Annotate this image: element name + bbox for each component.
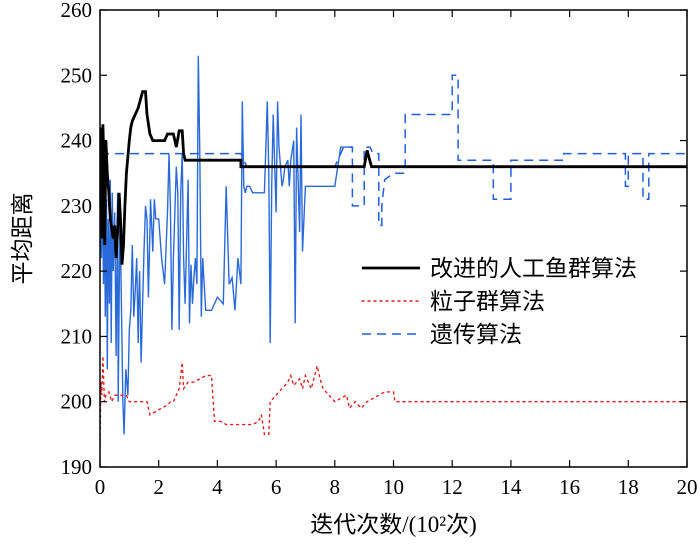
- legend-label-1: 粒子群算法: [430, 289, 545, 314]
- y-tick-label-200: 200: [61, 390, 93, 414]
- ticks-layer: 0 2 4 6 8 10 12 14 16 18 20 190 200 210 220 230 240 250 26…: [61, 0, 698, 499]
- x-tick-label-20: 20: [677, 475, 698, 499]
- y-tick-label-250: 250: [61, 63, 93, 87]
- y-tick-label-190: 190: [61, 455, 93, 479]
- y-tick-label-240: 240: [61, 129, 93, 153]
- y-axis-label: 平均距离: [10, 193, 35, 285]
- y-tick-label-230: 230: [61, 194, 93, 218]
- series-line-改进的人工鱼群算法: [100, 90, 687, 265]
- x-tick-label-14: 14: [500, 475, 522, 499]
- x-tick-label-6: 6: [271, 475, 282, 499]
- x-tick-label-18: 18: [618, 475, 639, 499]
- series-line-粒子群算法: [100, 355, 687, 449]
- series-layer: [100, 55, 687, 449]
- y-tick-label-220: 220: [61, 259, 93, 283]
- x-tick-label-16: 16: [559, 475, 580, 499]
- x-axis-label: 迭代次数/(10²次): [310, 512, 477, 537]
- x-tick-label-0: 0: [95, 475, 106, 499]
- y-tick-label-210: 210: [61, 324, 93, 348]
- x-tick-label-2: 2: [153, 475, 164, 499]
- x-tick-label-10: 10: [383, 475, 404, 499]
- legend-label-0: 改进的人工鱼群算法: [430, 256, 637, 281]
- y-tick-label-260: 260: [61, 0, 93, 22]
- x-tick-label-4: 4: [212, 475, 223, 499]
- x-tick-label-12: 12: [442, 475, 463, 499]
- series-line-extra-3: [100, 55, 353, 435]
- x-tick-label-8: 8: [330, 475, 341, 499]
- legend-label-2: 遗传算法: [430, 322, 522, 347]
